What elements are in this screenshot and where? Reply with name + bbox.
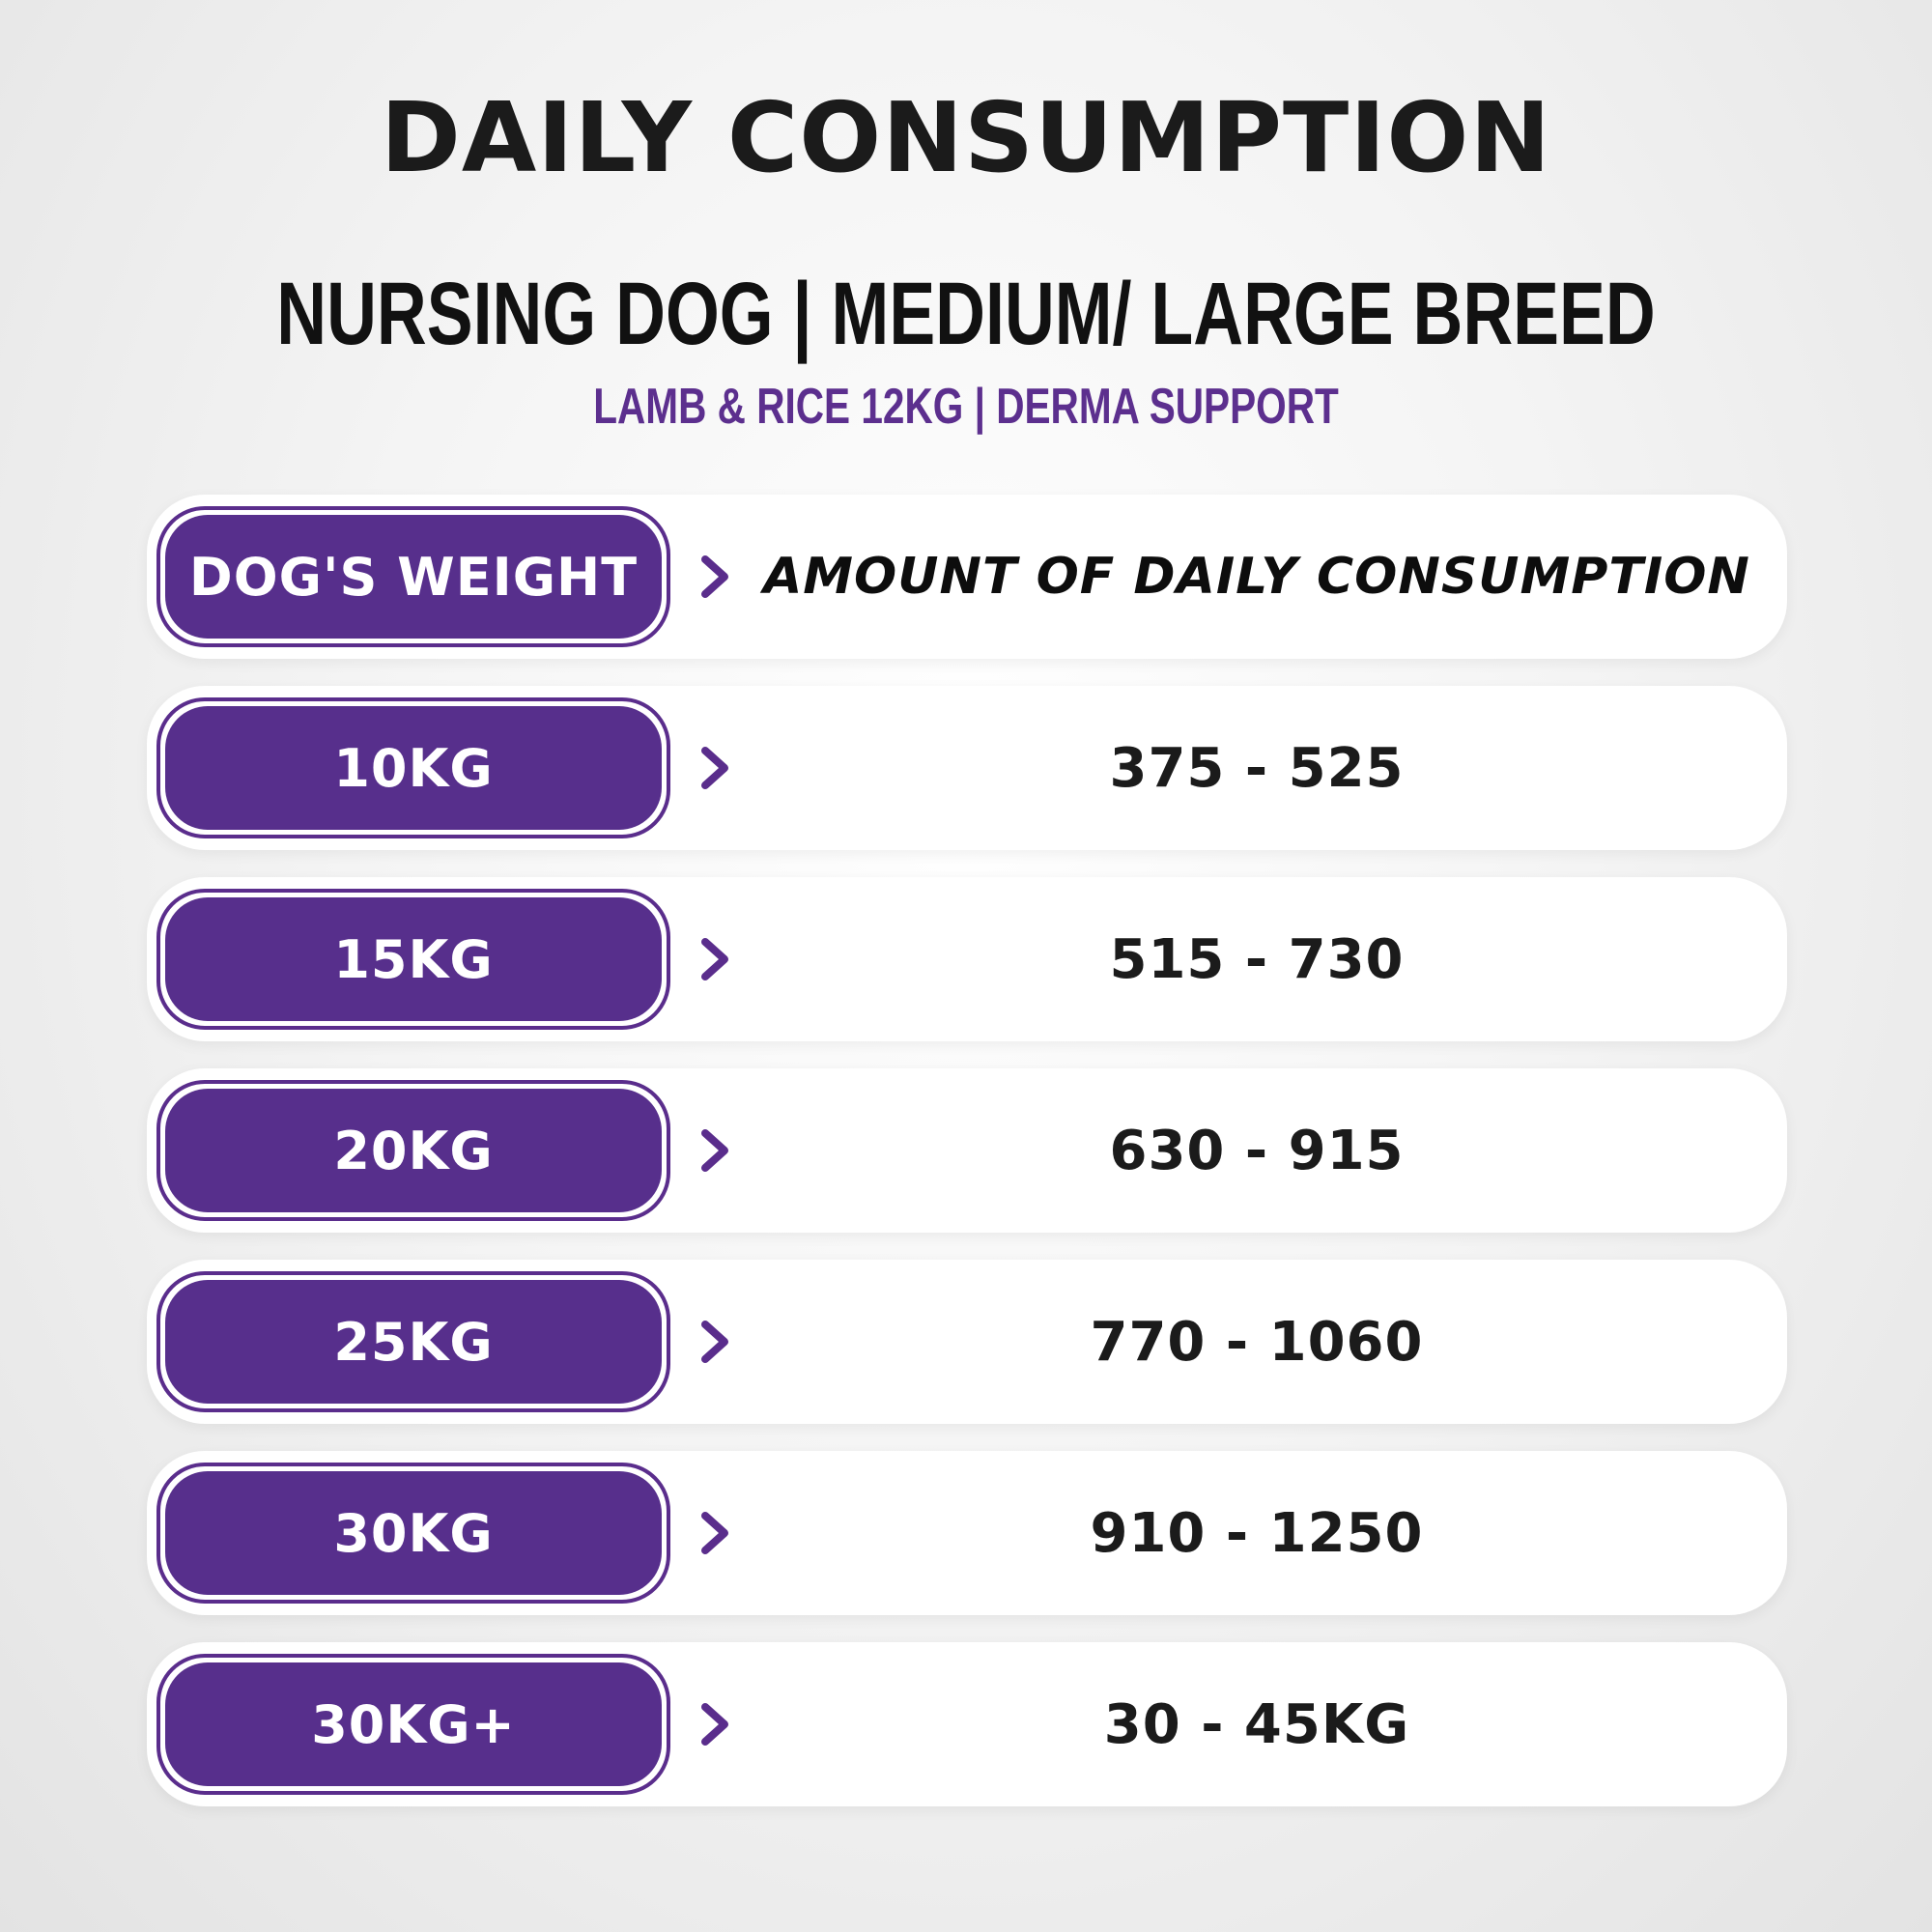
- amount-value: 30 - 45KG: [1103, 1692, 1410, 1756]
- weight-value: 25KG: [165, 1280, 662, 1404]
- weight-value: 20KG: [165, 1089, 662, 1212]
- table-row: 25KG 770 - 1060: [147, 1260, 1787, 1424]
- chevron-right-icon: [701, 1321, 728, 1363]
- table-row: 30KG+ 30 - 45KG: [147, 1642, 1787, 1806]
- table-header-row: DOG'S WEIGHT AMOUNT OF DAILY CONSUMPTION: [147, 495, 1787, 659]
- chevron-right-icon: [701, 1512, 728, 1554]
- product-label: LAMB & RICE 12KG | DERMA SUPPORT: [593, 379, 1339, 435]
- chevron-right-icon: [701, 747, 728, 789]
- weight-value: 15KG: [165, 897, 662, 1021]
- chevron-right-icon: [701, 938, 728, 980]
- amount-value: 515 - 730: [1109, 927, 1405, 991]
- amount-value: 375 - 525: [1109, 736, 1405, 800]
- weight-pill: 20KG: [156, 1080, 670, 1221]
- table-row: 15KG 515 - 730: [147, 877, 1787, 1041]
- weight-pill: 30KG: [156, 1463, 670, 1604]
- header-weight-label: DOG'S WEIGHT: [165, 515, 662, 639]
- amount-value: 910 - 1250: [1090, 1501, 1424, 1565]
- chevron-right-icon: [701, 555, 728, 598]
- weight-value: 30KG+: [165, 1662, 662, 1786]
- table-row: 30KG 910 - 1250: [147, 1451, 1787, 1615]
- amount-value: 770 - 1060: [1090, 1310, 1424, 1374]
- page-subtitle: NURSING DOG | MEDIUM/ LARGE BREED: [276, 265, 1656, 363]
- amount-value: 630 - 915: [1109, 1119, 1405, 1182]
- weight-value: 10KG: [165, 706, 662, 830]
- header-amount-label: AMOUNT OF DAILY CONSUMPTION: [763, 548, 1750, 606]
- weight-pill: 15KG: [156, 889, 670, 1030]
- chevron-right-icon: [701, 1129, 728, 1172]
- consumption-table: DOG'S WEIGHT AMOUNT OF DAILY CONSUMPTION…: [147, 495, 1787, 1833]
- weight-pill: 10KG: [156, 697, 670, 838]
- table-row: 10KG 375 - 525: [147, 686, 1787, 850]
- weight-pill: 25KG: [156, 1271, 670, 1412]
- weight-pill: 30KG+: [156, 1654, 670, 1795]
- chevron-right-icon: [701, 1703, 728, 1746]
- weight-pill: DOG'S WEIGHT: [156, 506, 670, 647]
- weight-value: 30KG: [165, 1471, 662, 1595]
- table-row: 20KG 630 - 915: [147, 1068, 1787, 1233]
- page-title: DAILY CONSUMPTION: [380, 81, 1552, 194]
